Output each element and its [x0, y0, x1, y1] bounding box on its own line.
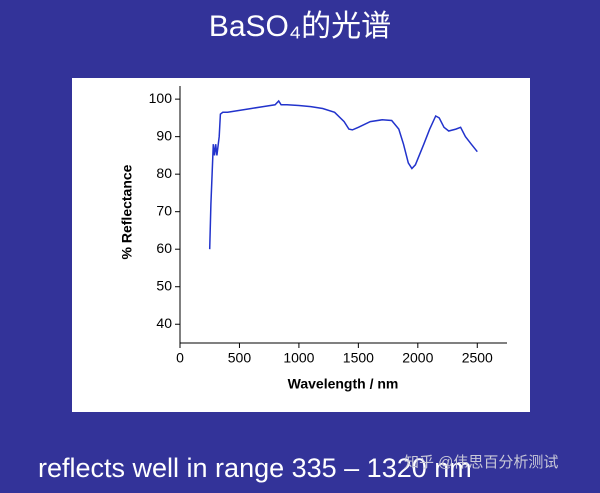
chart-panel: [72, 78, 530, 412]
caption: reflects well in range 335 – 1320 nm: [38, 453, 472, 483]
watermark: 知乎 @伟思百分析测试: [404, 454, 558, 471]
y-tick-label: 100: [149, 90, 173, 106]
y-tick-label: 40: [156, 315, 172, 331]
x-tick-label: 2500: [462, 350, 493, 366]
y-tick-label: 50: [156, 277, 172, 293]
y-tick-label: 90: [156, 127, 172, 143]
y-tick-label: 80: [156, 165, 172, 181]
chart-title: BaSO₄的光谱: [209, 10, 391, 43]
x-tick-label: 500: [228, 350, 252, 366]
x-tick-label: 2000: [402, 350, 433, 366]
x-tick-label: 1000: [283, 350, 314, 366]
x-axis-label: Wavelength / nm: [288, 376, 399, 392]
y-axis-label: % Reflectance: [119, 164, 135, 259]
y-tick-label: 70: [156, 202, 172, 218]
spectrum-line: [208, 99, 478, 250]
x-tick-label: 0: [176, 350, 184, 366]
y-tick-label: 60: [156, 240, 172, 256]
x-tick-label: 1500: [343, 350, 374, 366]
